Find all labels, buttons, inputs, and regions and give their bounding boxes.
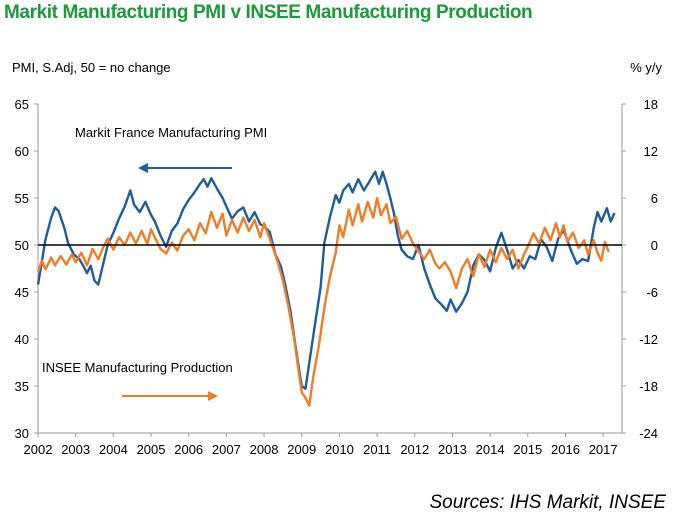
x-tick-label: 2004 — [99, 442, 128, 457]
left-axis-label: PMI, S.Adj, 50 = no change — [12, 60, 171, 75]
left-tick-label: 40 — [15, 332, 29, 347]
x-tick-label: 2007 — [212, 442, 241, 457]
pmi-series-label: Markit France Manufacturing PMI — [75, 125, 267, 140]
left-tick-label: 50 — [15, 238, 29, 253]
right-axis-label: % y/y — [630, 60, 662, 75]
right-tick-label: 18 — [644, 97, 658, 112]
right-tick-label: 0 — [651, 238, 658, 253]
production-series-line — [36, 196, 610, 407]
right-tick-label: -18 — [639, 379, 658, 394]
source-note: Sources: IHS Markit, INSEE — [429, 492, 666, 513]
right-tick-label: 12 — [644, 144, 658, 159]
x-tick-label: 2011 — [363, 442, 391, 457]
right-tick-label: 6 — [651, 191, 658, 206]
left-tick-label: 65 — [15, 97, 29, 112]
x-tick-label: 2005 — [137, 442, 166, 457]
pmi-series-line — [36, 170, 616, 390]
left-tick-label: 30 — [15, 426, 29, 441]
production-arrow-head — [208, 391, 218, 401]
chart-title: Markit Manufacturing PMI v INSEE Manufac… — [4, 2, 533, 23]
right-tick-label: -6 — [646, 285, 658, 300]
x-tick-label: 2017 — [589, 442, 618, 457]
left-tick-label: 60 — [15, 144, 29, 159]
x-tick-label: 2014 — [476, 442, 505, 457]
production-series-label: INSEE Manufacturing Production — [42, 360, 233, 375]
x-tick-label: 2006 — [174, 442, 203, 457]
left-tick-label: 35 — [15, 379, 29, 394]
x-tick-label: 2003 — [61, 442, 90, 457]
right-tick-label: -24 — [639, 426, 658, 441]
left-tick-label: 45 — [15, 285, 29, 300]
x-tick-label: 2016 — [551, 442, 580, 457]
pmi-arrow-head — [138, 163, 148, 173]
x-tick-label: 2013 — [438, 442, 467, 457]
x-tick-label: 2008 — [250, 442, 279, 457]
x-tick-label: 2002 — [24, 442, 53, 457]
right-tick-label: -12 — [639, 332, 658, 347]
x-tick-label: 2015 — [513, 442, 542, 457]
x-tick-label: 2010 — [325, 442, 354, 457]
x-tick-label: 2012 — [400, 442, 429, 457]
left-tick-label: 55 — [15, 191, 29, 206]
x-tick-label: 2009 — [287, 442, 316, 457]
